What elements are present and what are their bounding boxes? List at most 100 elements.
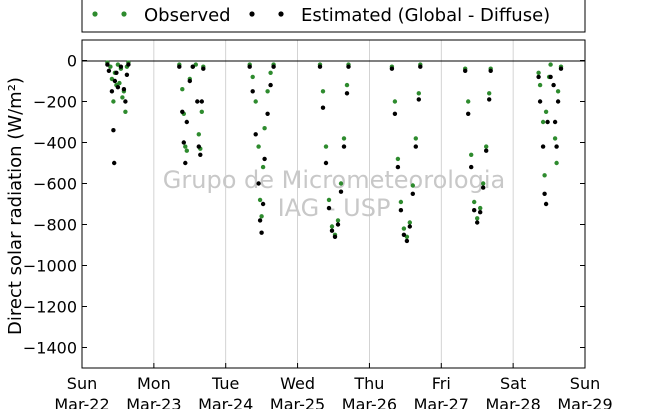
point-s0-41: [329, 224, 335, 229]
point-s0-73: [543, 109, 549, 115]
point-s1-62: [475, 220, 480, 225]
point-s1-0: [105, 62, 110, 67]
point-s1-51: [401, 232, 407, 237]
point-s1-22: [198, 152, 203, 157]
point-s0-65: [481, 181, 486, 186]
point-s0-9: [120, 95, 125, 100]
point-s1-52: [404, 238, 410, 244]
point-s1-69: [537, 99, 543, 104]
point-s1-44: [341, 144, 347, 149]
point-s0-54: [407, 220, 412, 225]
point-s1-73: [545, 119, 550, 125]
x-tick-day-5: Fri: [432, 374, 451, 393]
point-s0-3: [111, 99, 116, 104]
legend-marker-estimated-1: [249, 11, 255, 17]
legend-marker-estimated-2: [278, 11, 284, 17]
x-tick-date-7: Mar-29: [557, 395, 612, 409]
point-s1-23: [199, 99, 204, 104]
point-s1-72: [543, 201, 549, 207]
watermark-line-2: IAG - USP: [278, 194, 391, 222]
point-s1-74: [548, 74, 553, 80]
x-tick-date-4: Mar-26: [342, 395, 397, 409]
point-s0-38: [320, 89, 326, 94]
point-s0-17: [183, 144, 188, 149]
point-s1-37: [320, 105, 326, 110]
point-s1-32: [262, 156, 267, 162]
point-s1-24: [201, 66, 206, 71]
y-tick-label-7: −1400: [23, 339, 77, 358]
watermark: Grupo de Micrometeorologia IAG - USP: [163, 166, 505, 222]
point-s1-2: [109, 89, 115, 94]
point-s1-12: [126, 62, 131, 67]
point-s1-10: [123, 99, 128, 104]
point-s1-18: [187, 78, 192, 84]
point-s1-76: [552, 119, 558, 125]
point-s0-29: [256, 144, 261, 149]
point-s0-75: [548, 62, 553, 67]
point-s0-78: [555, 89, 561, 94]
point-s1-27: [253, 132, 258, 137]
point-s1-26: [250, 89, 255, 94]
x-tick-day-0: Sun: [67, 374, 97, 393]
point-s0-63: [475, 216, 480, 221]
x-axis: Sun Mar-22 Mon Mar-23 Tue Mar-24 Wed Mar-25 Thu M…: [54, 363, 613, 409]
point-s1-1: [106, 68, 112, 74]
point-s1-20: [195, 99, 200, 104]
point-s1-31: [260, 201, 266, 207]
point-s0-33: [262, 126, 267, 131]
point-s1-65: [484, 148, 489, 153]
x-tick-day-6: Sat: [500, 374, 526, 393]
point-s0-77: [554, 160, 559, 166]
point-s1-46: [346, 64, 351, 69]
point-s1-50: [398, 208, 404, 213]
point-s1-57: [418, 64, 423, 69]
point-s0-57: [416, 91, 421, 96]
point-s1-17: [184, 119, 189, 125]
point-s1-38: [323, 160, 329, 166]
vertical-gridlines: [153, 40, 514, 368]
point-s0-15: [180, 87, 185, 92]
point-s1-9: [121, 87, 127, 92]
point-s1-78: [555, 99, 561, 104]
point-s1-48: [392, 111, 398, 117]
x-tick-day-3: Wed: [280, 374, 315, 393]
point-s0-62: [472, 199, 477, 205]
point-s0-50: [395, 156, 401, 162]
point-s0-46: [344, 82, 350, 88]
point-s1-47: [389, 66, 395, 71]
point-s0-52: [401, 226, 407, 231]
point-s1-75: [551, 82, 556, 88]
point-s1-34: [268, 82, 273, 88]
point-s1-58: [463, 68, 468, 74]
point-s1-19: [190, 64, 195, 69]
point-s1-60: [469, 164, 474, 170]
point-s1-56: [416, 97, 421, 102]
x-tick-date-6: Mar-28: [485, 395, 540, 409]
legend-label-estimated: Estimated (Global - Diffuse): [301, 5, 550, 26]
point-s1-68: [536, 74, 541, 80]
point-s1-43: [338, 189, 344, 194]
y-tick-label-3: −600: [33, 175, 77, 194]
point-s0-61: [469, 152, 474, 157]
point-s1-35: [271, 64, 276, 69]
point-s0-34: [265, 89, 270, 94]
point-s1-54: [410, 191, 415, 196]
point-s1-63: [478, 210, 483, 215]
point-s1-15: [181, 140, 186, 145]
x-tick-date-1: Mar-23: [126, 395, 181, 409]
point-s1-25: [247, 64, 252, 69]
x-tick-day-7: Sun: [570, 374, 600, 393]
legend-marker-observed-1: [92, 11, 98, 17]
watermark-line-1: Grupo de Micrometeorologia: [163, 166, 505, 194]
x-tick-day-2: Tue: [211, 374, 239, 393]
point-s1-16: [183, 160, 188, 166]
y-tick-label-6: −1200: [23, 298, 77, 317]
point-s0-60: [466, 99, 471, 104]
point-s1-77: [554, 144, 559, 149]
point-s0-71: [540, 119, 546, 125]
y-tick-label-4: −800: [33, 216, 77, 235]
point-s0-35: [268, 70, 273, 76]
series-1: [105, 62, 564, 244]
point-s0-11: [123, 109, 128, 115]
